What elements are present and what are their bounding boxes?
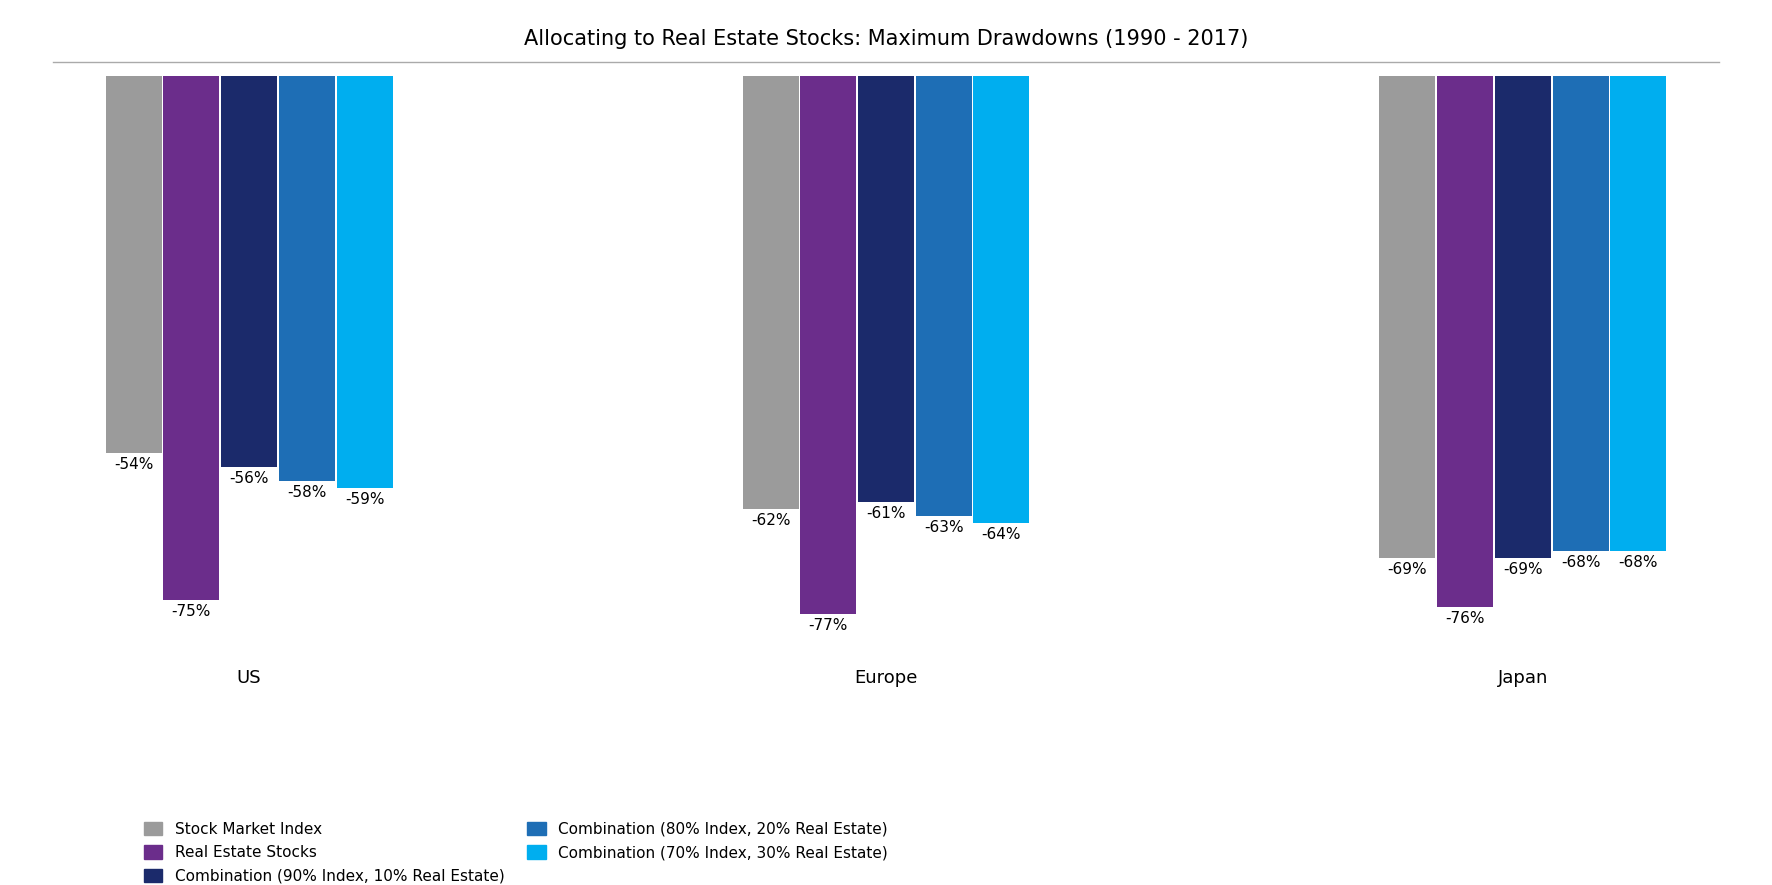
Text: -54%: -54% <box>113 458 154 472</box>
Text: -58%: -58% <box>287 485 326 500</box>
Bar <box>1552 76 1609 550</box>
Bar <box>163 76 220 599</box>
Text: -69%: -69% <box>1503 562 1543 577</box>
Text: -61%: -61% <box>867 506 905 521</box>
Bar <box>1611 76 1666 550</box>
Text: Europe: Europe <box>854 669 918 688</box>
Bar <box>916 76 971 516</box>
Text: US: US <box>237 669 262 688</box>
Text: -76%: -76% <box>1446 611 1485 626</box>
Text: -69%: -69% <box>1387 562 1426 577</box>
Text: -75%: -75% <box>172 604 211 619</box>
Text: Japan: Japan <box>1497 669 1549 688</box>
Bar <box>742 76 799 509</box>
Bar <box>1379 76 1435 558</box>
Text: -68%: -68% <box>1561 555 1600 570</box>
Text: -63%: -63% <box>923 520 964 535</box>
Bar <box>106 76 161 453</box>
Bar <box>973 76 1030 523</box>
Bar <box>801 76 856 613</box>
Bar <box>1496 76 1550 558</box>
Text: -68%: -68% <box>1618 555 1659 570</box>
Bar <box>222 76 276 467</box>
Title: Allocating to Real Estate Stocks: Maximum Drawdowns (1990 - 2017): Allocating to Real Estate Stocks: Maximu… <box>525 29 1247 50</box>
Text: -59%: -59% <box>346 492 385 507</box>
Bar <box>858 76 914 502</box>
Bar <box>278 76 335 481</box>
Bar <box>337 76 393 488</box>
Bar <box>1437 76 1494 606</box>
Text: -77%: -77% <box>808 618 849 633</box>
Text: -64%: -64% <box>982 527 1021 542</box>
Legend: Stock Market Index, Real Estate Stocks, Combination (90% Index, 10% Real Estate): Stock Market Index, Real Estate Stocks, … <box>144 821 888 884</box>
Text: -62%: -62% <box>751 513 790 528</box>
Text: -56%: -56% <box>229 471 269 486</box>
